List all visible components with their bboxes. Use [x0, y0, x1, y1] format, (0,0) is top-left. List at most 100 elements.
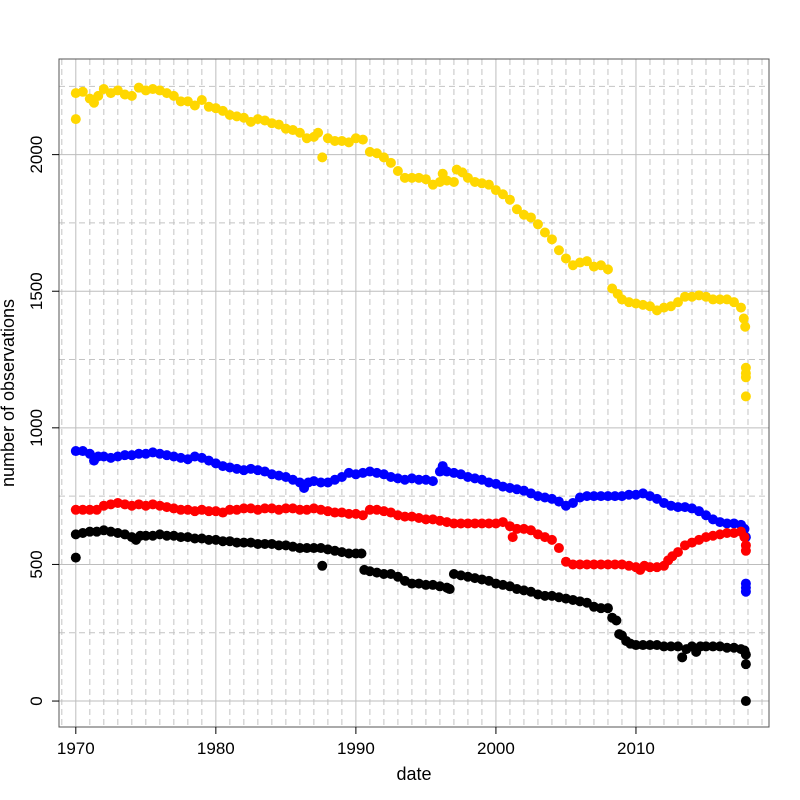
data-point	[740, 586, 751, 597]
data-point	[448, 518, 459, 529]
data-point	[637, 640, 648, 651]
data-point	[399, 511, 410, 522]
data-point	[364, 504, 375, 515]
data-point	[740, 696, 751, 707]
data-point	[602, 264, 613, 275]
data-point	[644, 640, 655, 651]
data-point	[609, 559, 620, 570]
data-point	[574, 559, 585, 570]
data-point	[343, 548, 354, 559]
data-point	[273, 540, 284, 551]
x-tick-label: 1990	[337, 739, 375, 758]
data-point	[84, 526, 95, 537]
data-point	[672, 297, 683, 308]
data-point	[595, 559, 606, 570]
data-point	[588, 491, 599, 502]
data-point	[497, 189, 508, 200]
data-point	[539, 590, 550, 601]
data-point	[595, 603, 606, 614]
data-point	[168, 90, 179, 101]
data-point	[189, 100, 200, 111]
data-point	[420, 174, 431, 185]
data-point	[329, 135, 340, 146]
data-point	[588, 559, 599, 570]
data-point	[294, 543, 305, 554]
data-point	[175, 532, 186, 543]
data-point	[196, 94, 207, 105]
data-point	[315, 477, 326, 488]
data-point	[525, 212, 536, 223]
y-tick-label: 500	[27, 550, 46, 578]
data-point	[740, 321, 751, 332]
data-point	[455, 518, 466, 529]
data-point	[504, 194, 515, 205]
data-point	[252, 538, 263, 549]
data-point	[378, 152, 389, 163]
data-point	[721, 528, 732, 539]
data-point	[77, 504, 88, 515]
y-axis-title: number of observations	[0, 299, 18, 487]
data-point	[602, 603, 613, 614]
data-point	[476, 518, 487, 529]
data-point	[740, 659, 751, 670]
data-point	[133, 448, 144, 459]
data-point	[735, 302, 746, 313]
x-tick-label: 1970	[57, 739, 95, 758]
data-point	[546, 534, 557, 545]
data-point	[119, 450, 130, 461]
data-point	[630, 640, 641, 651]
data-point	[469, 518, 480, 529]
data-point	[357, 134, 368, 145]
data-point	[175, 504, 186, 515]
data-point	[740, 545, 751, 556]
data-point	[507, 532, 518, 543]
data-point	[511, 204, 522, 215]
data-point	[581, 491, 592, 502]
data-point	[672, 502, 683, 513]
data-point	[406, 578, 417, 589]
data-point	[317, 560, 328, 571]
data-point	[413, 474, 424, 485]
x-tick-label: 2000	[477, 739, 515, 758]
data-point	[483, 179, 494, 190]
data-point	[677, 652, 688, 663]
data-point	[740, 372, 751, 383]
data-point	[399, 172, 410, 183]
x-tick-label: 1980	[197, 739, 235, 758]
data-point	[740, 649, 751, 660]
data-point	[707, 294, 718, 305]
data-point	[93, 90, 104, 101]
data-point	[644, 562, 655, 573]
data-point	[217, 536, 228, 547]
data-point	[189, 533, 200, 544]
data-point	[539, 227, 550, 238]
data-point	[420, 514, 431, 525]
data-point	[567, 559, 578, 570]
data-point	[231, 537, 242, 548]
data-point	[581, 559, 592, 570]
data-point	[294, 504, 305, 515]
data-point	[609, 491, 620, 502]
data-point	[317, 152, 328, 163]
data-point	[280, 503, 291, 514]
data-point	[126, 90, 137, 101]
data-point	[581, 256, 592, 267]
data-point	[602, 559, 613, 570]
data-point	[511, 523, 522, 534]
data-point	[721, 518, 732, 529]
data-point	[294, 127, 305, 138]
data-point	[427, 476, 438, 487]
data-point	[532, 219, 543, 230]
data-point	[329, 507, 340, 518]
data-point	[140, 530, 151, 541]
data-points	[70, 82, 751, 707]
x-tick-label: 2010	[617, 739, 655, 758]
data-point	[595, 491, 606, 502]
data-point	[721, 642, 732, 653]
y-tick-label: 1000	[27, 409, 46, 447]
data-point	[385, 157, 396, 168]
y-tick-label: 1500	[27, 272, 46, 310]
data-point	[665, 641, 676, 652]
data-point	[448, 176, 459, 187]
